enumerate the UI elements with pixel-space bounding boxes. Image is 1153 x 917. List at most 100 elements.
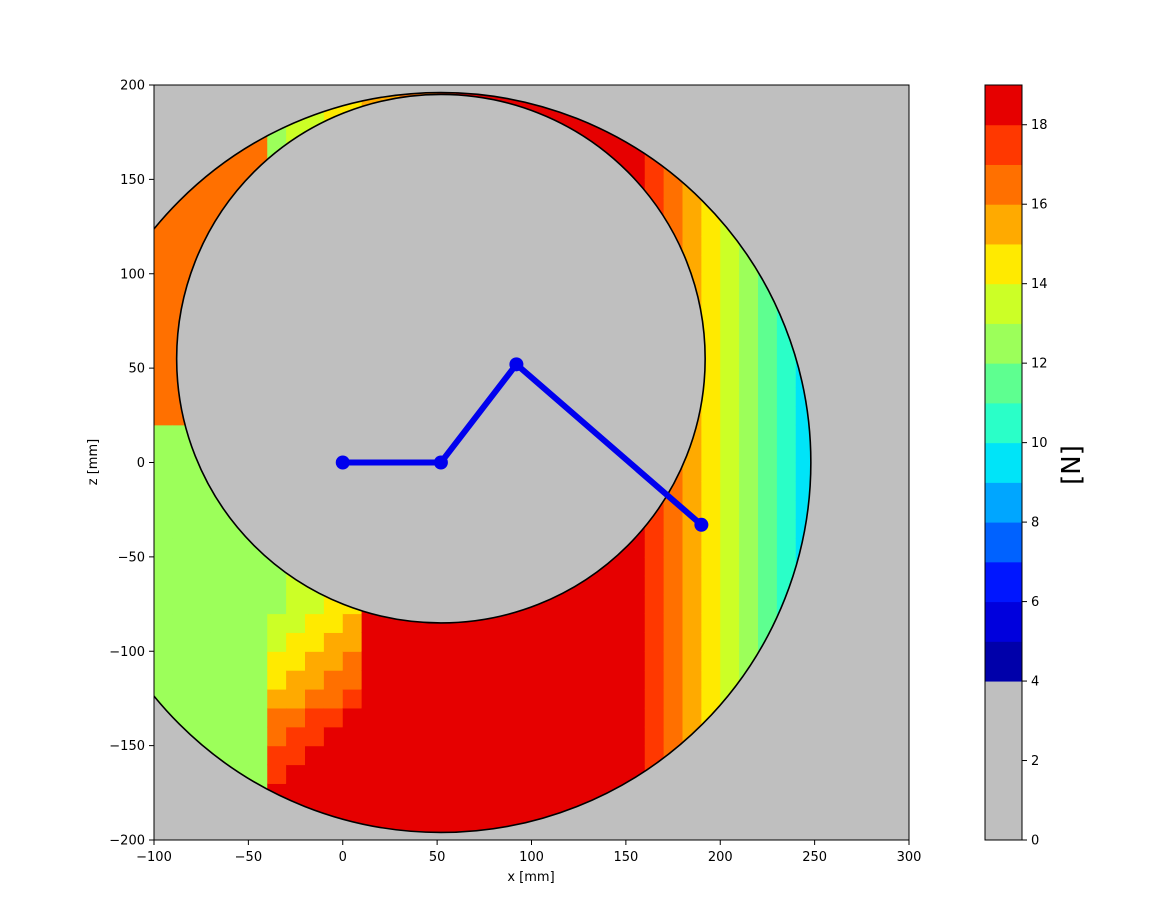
contour-cell <box>154 500 174 520</box>
contour-cell <box>588 575 608 596</box>
contour-cell <box>550 726 570 747</box>
contour-cell <box>248 707 268 728</box>
contour-cell <box>305 707 325 728</box>
contour-cell <box>682 462 702 482</box>
contour-cell <box>663 575 684 596</box>
contour-cell <box>248 613 268 633</box>
contour-cell <box>456 745 476 766</box>
contour-cell <box>512 613 533 633</box>
contour-cell <box>456 764 476 784</box>
contour-cell <box>154 462 174 482</box>
contour-cell <box>663 594 684 615</box>
contour-cell <box>644 707 665 728</box>
contour-cell <box>739 538 759 558</box>
contour-cell <box>701 538 721 558</box>
x-tick-label: 0 <box>339 850 347 865</box>
contour-cell <box>720 575 740 596</box>
contour-cell <box>229 538 249 558</box>
contour-cell <box>512 764 533 784</box>
contour-cell <box>701 292 721 313</box>
contour-cell <box>191 198 212 218</box>
contour-cell <box>399 707 419 728</box>
y-axis: −200 −150 −100 −50 0 50 100 150 200 <box>109 79 154 849</box>
contour-cell <box>720 519 740 539</box>
contour-cell <box>380 783 400 803</box>
contour-cell <box>267 670 287 690</box>
contour-cell <box>267 707 287 728</box>
x-tick-label: −100 <box>136 850 172 865</box>
contour-cell <box>191 707 212 728</box>
contour-cell <box>493 707 514 728</box>
contour-cell <box>474 670 495 690</box>
contour-cell <box>701 330 721 350</box>
contour-cell <box>625 594 646 615</box>
contour-cell <box>739 632 759 652</box>
contour-cell <box>172 236 193 256</box>
contour-cell <box>569 764 589 784</box>
colorbar-tick-label: 4 <box>1031 675 1039 690</box>
contour-cell <box>267 632 287 652</box>
contour-cell <box>418 821 438 833</box>
contour-cell <box>550 632 570 652</box>
contour-cell <box>758 462 778 482</box>
contour-cell <box>437 689 457 709</box>
contour-cell <box>550 783 570 803</box>
contour-cell <box>172 556 193 577</box>
contour-cell <box>210 651 231 671</box>
colorbar-level <box>985 85 1022 126</box>
contour-cell <box>437 745 457 766</box>
contour-cell <box>795 424 811 445</box>
contour-cell <box>739 462 759 482</box>
colorbar-tick-label: 14 <box>1031 277 1048 292</box>
contour-cell <box>682 217 702 237</box>
y-axis-label: z [mm] <box>86 439 101 485</box>
y-tick-label: 200 <box>120 79 145 94</box>
contour-cell <box>739 556 759 577</box>
contour-cell <box>701 632 721 652</box>
colorbar-tick-label: 10 <box>1031 436 1048 451</box>
colorbar-level <box>985 243 1022 285</box>
contour-cell <box>305 764 325 784</box>
contour-cell <box>154 613 174 633</box>
contour-cell <box>493 726 514 747</box>
contour-cell <box>399 651 419 671</box>
contour-cell <box>720 254 740 275</box>
contour-cell <box>625 726 646 747</box>
contour-cell <box>305 726 325 747</box>
contour-cell <box>210 613 231 633</box>
contour-cell <box>682 481 702 501</box>
contour-cell <box>739 519 759 539</box>
contour-cell <box>607 670 627 690</box>
contour-cell <box>588 632 608 652</box>
contour-cell <box>154 405 174 426</box>
contour-cell <box>474 707 495 728</box>
contour-cell <box>493 689 514 709</box>
contour-cell <box>474 802 495 822</box>
contour-cell <box>682 556 702 577</box>
contour-cell <box>248 689 268 709</box>
contour-cell <box>286 726 306 747</box>
contour-cell <box>474 745 495 766</box>
arm-joint <box>694 517 709 532</box>
contour-cell <box>286 670 306 690</box>
contour-cell <box>361 613 382 633</box>
contour-cell <box>720 292 740 313</box>
contour-cell <box>701 575 721 596</box>
contour-cell <box>607 689 627 709</box>
contour-cell <box>701 689 721 709</box>
contour-cell <box>739 500 759 520</box>
contour-cell <box>191 481 212 501</box>
contour-cell <box>437 632 457 652</box>
contour-cell <box>625 613 646 633</box>
contour-cell <box>776 368 797 388</box>
contour-cell <box>399 745 419 766</box>
contour-cell <box>418 707 438 728</box>
contour-cell <box>380 821 400 833</box>
contour-cell <box>644 538 665 558</box>
contour-cell <box>758 443 778 464</box>
contour-cell <box>474 689 495 709</box>
contour-cell <box>267 726 287 747</box>
contour-cell <box>172 443 193 464</box>
contour-cell <box>512 689 533 709</box>
contour-cell <box>682 632 702 652</box>
